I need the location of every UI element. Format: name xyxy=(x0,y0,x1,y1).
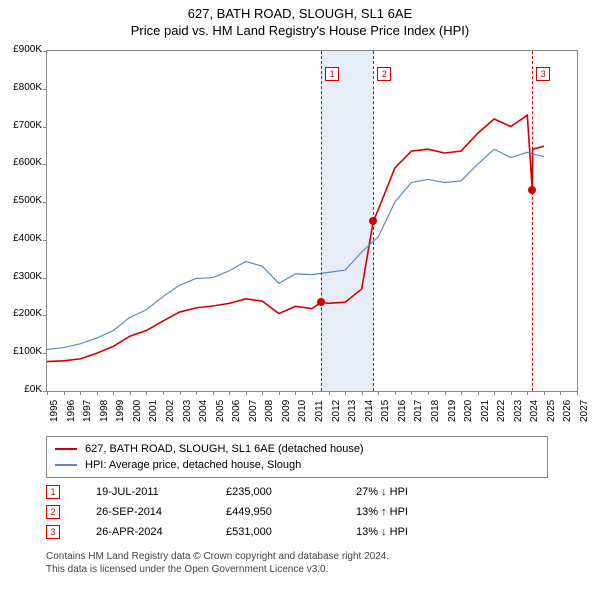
table-row: 2 26-SEP-2014 £449,950 13% ↑ HPI xyxy=(46,502,456,522)
x-axis-label: 1997 xyxy=(82,400,93,422)
legend-label: 627, BATH ROAD, SLOUGH, SL1 6AE (detache… xyxy=(85,443,364,455)
sale-marker: 3 xyxy=(536,67,550,81)
x-axis-label: 1996 xyxy=(66,400,77,422)
event-price: £235,000 xyxy=(226,486,356,498)
y-axis-label: £400K xyxy=(4,233,42,244)
event-marker: 2 xyxy=(46,505,60,519)
x-axis-label: 1995 xyxy=(49,400,60,422)
chart-title-line1: 627, BATH ROAD, SLOUGH, SL1 6AE xyxy=(0,6,600,21)
chart-title-line2: Price paid vs. HM Land Registry's House … xyxy=(0,23,600,38)
x-axis-label: 2007 xyxy=(248,400,259,422)
x-axis-label: 2002 xyxy=(165,400,176,422)
event-date: 26-SEP-2014 xyxy=(96,506,226,518)
x-axis-label: 2001 xyxy=(148,400,159,422)
footer-line: Contains HM Land Registry data © Crown c… xyxy=(46,550,389,563)
event-date: 19-JUL-2011 xyxy=(96,486,226,498)
sale-events-table: 1 19-JUL-2011 £235,000 27% ↓ HPI 2 26-SE… xyxy=(46,482,456,542)
y-axis-label: £0K xyxy=(4,384,42,395)
x-axis-label: 1999 xyxy=(115,400,126,422)
x-axis-label: 2006 xyxy=(231,400,242,422)
x-axis-label: 2026 xyxy=(562,400,573,422)
legend: 627, BATH ROAD, SLOUGH, SL1 6AE (detache… xyxy=(46,436,548,478)
y-axis-label: £700K xyxy=(4,120,42,131)
event-pct-vs-hpi: 27% ↓ HPI xyxy=(356,486,456,498)
x-axis-label: 2020 xyxy=(463,400,474,422)
x-axis-label: 2013 xyxy=(347,400,358,422)
x-axis-label: 2021 xyxy=(480,400,491,422)
price-chart: 1 2 3 xyxy=(46,50,578,392)
legend-item: HPI: Average price, detached house, Slou… xyxy=(55,457,539,473)
table-row: 3 26-APR-2024 £531,000 13% ↓ HPI xyxy=(46,522,456,542)
legend-swatch xyxy=(55,448,77,450)
y-axis-label: £500K xyxy=(4,195,42,206)
y-axis-label: £600K xyxy=(4,157,42,168)
x-axis-label: 2017 xyxy=(413,400,424,422)
x-axis-label: 2009 xyxy=(281,400,292,422)
table-row: 1 19-JUL-2011 £235,000 27% ↓ HPI xyxy=(46,482,456,502)
x-axis-label: 2025 xyxy=(546,400,557,422)
footer-line: This data is licensed under the Open Gov… xyxy=(46,563,389,576)
x-axis-label: 2022 xyxy=(496,400,507,422)
event-price: £531,000 xyxy=(226,526,356,538)
event-pct-vs-hpi: 13% ↑ HPI xyxy=(356,506,456,518)
y-axis-label: £300K xyxy=(4,271,42,282)
legend-label: HPI: Average price, detached house, Slou… xyxy=(85,459,301,471)
x-axis-label: 2005 xyxy=(215,400,226,422)
attribution-footer: Contains HM Land Registry data © Crown c… xyxy=(46,550,389,576)
y-axis-label: £900K xyxy=(4,44,42,55)
x-axis-label: 2011 xyxy=(314,400,325,422)
event-marker: 3 xyxy=(46,525,60,539)
x-axis-label: 2024 xyxy=(529,400,540,422)
x-axis-label: 2012 xyxy=(331,400,342,422)
x-axis-label: 1998 xyxy=(99,400,110,422)
x-axis-label: 2003 xyxy=(182,400,193,422)
event-pct-vs-hpi: 13% ↓ HPI xyxy=(356,526,456,538)
event-price: £449,950 xyxy=(226,506,356,518)
x-axis-label: 2008 xyxy=(264,400,275,422)
legend-swatch xyxy=(55,464,77,466)
x-axis-label: 2023 xyxy=(513,400,524,422)
x-axis-label: 2015 xyxy=(380,400,391,422)
sale-marker: 1 xyxy=(325,67,339,81)
sale-marker: 2 xyxy=(377,67,391,81)
event-marker: 1 xyxy=(46,485,60,499)
y-axis-label: £800K xyxy=(4,82,42,93)
x-axis-label: 2027 xyxy=(579,400,590,422)
legend-item: 627, BATH ROAD, SLOUGH, SL1 6AE (detache… xyxy=(55,441,539,457)
event-date: 26-APR-2024 xyxy=(96,526,226,538)
x-axis-label: 2000 xyxy=(132,400,143,422)
y-axis-label: £100K xyxy=(4,346,42,357)
x-axis-label: 2019 xyxy=(447,400,458,422)
x-axis-label: 2018 xyxy=(430,400,441,422)
x-axis-label: 2016 xyxy=(397,400,408,422)
x-axis-label: 2014 xyxy=(364,400,375,422)
y-axis-label: £200K xyxy=(4,308,42,319)
x-axis-label: 2004 xyxy=(198,400,209,422)
x-axis-label: 2010 xyxy=(297,400,308,422)
